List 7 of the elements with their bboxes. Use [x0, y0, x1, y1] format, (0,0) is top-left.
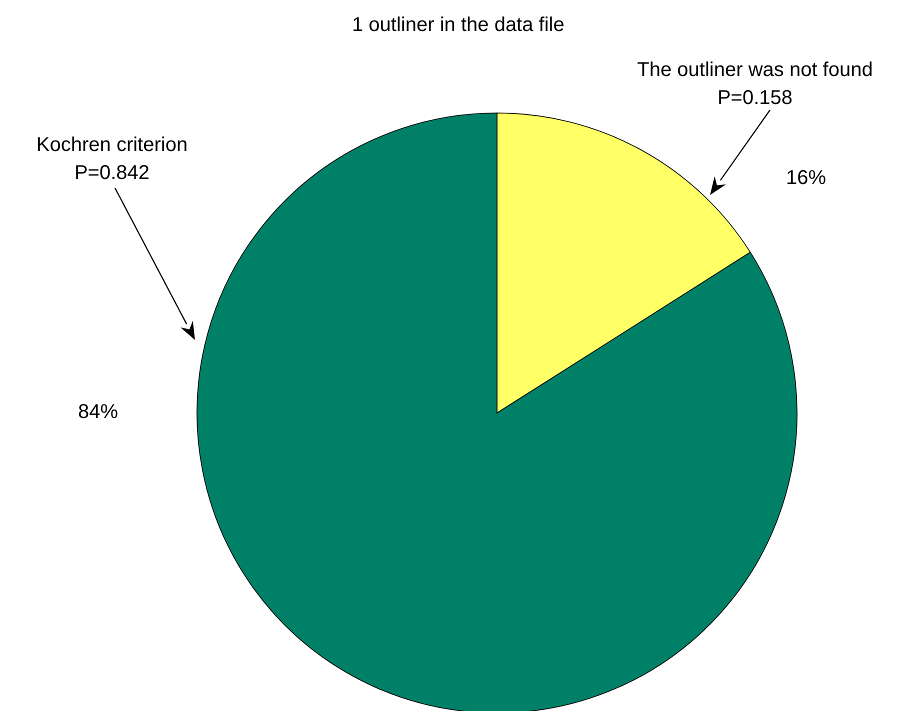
chart-title: 1 outliner in the data file — [352, 14, 564, 36]
text: P=0.842 — [74, 162, 150, 184]
slice-label: Kochren criterion — [36, 134, 188, 156]
text: P=0.158 — [717, 87, 793, 109]
slice-label: The outliner was not found — [637, 59, 873, 81]
data-label: 84% — [78, 401, 118, 423]
data-label: 16% — [786, 167, 826, 189]
